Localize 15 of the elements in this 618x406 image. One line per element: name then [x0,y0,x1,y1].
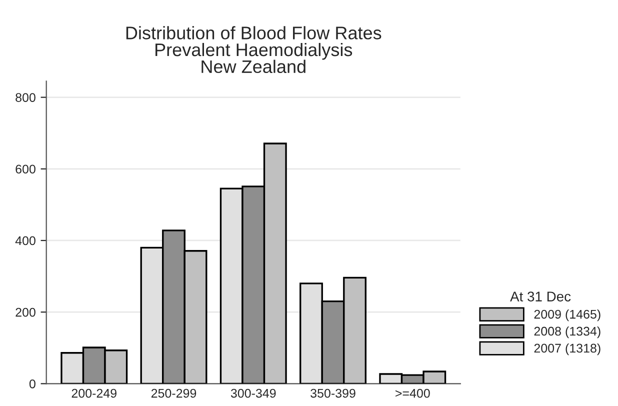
x-tick-label: >=400 [396,388,430,398]
x-tick-label: 250-299 [151,388,196,398]
legend-label: 2007 (1318) [534,343,600,356]
legend-label: 2009 (1465) [534,310,600,322]
x-tick-label: 200-249 [72,388,116,398]
x-tick-label: 350-399 [310,388,356,398]
y-tick-label: 400 [15,236,36,246]
chart-title: Distribution of Blood Flow Rates Prevalent Haemodialysis New Zealand [126,26,382,74]
legend-title: At 31 Dec [510,292,571,302]
legend-label: 2008 (1334) [534,326,600,338]
y-tick-label: 0 [29,379,36,388]
x-tick-label: 300-349 [230,388,276,398]
y-tick-label: 800 [16,93,36,102]
y-tick-label: 200 [16,308,36,317]
y-tick-label: 600 [16,164,36,174]
